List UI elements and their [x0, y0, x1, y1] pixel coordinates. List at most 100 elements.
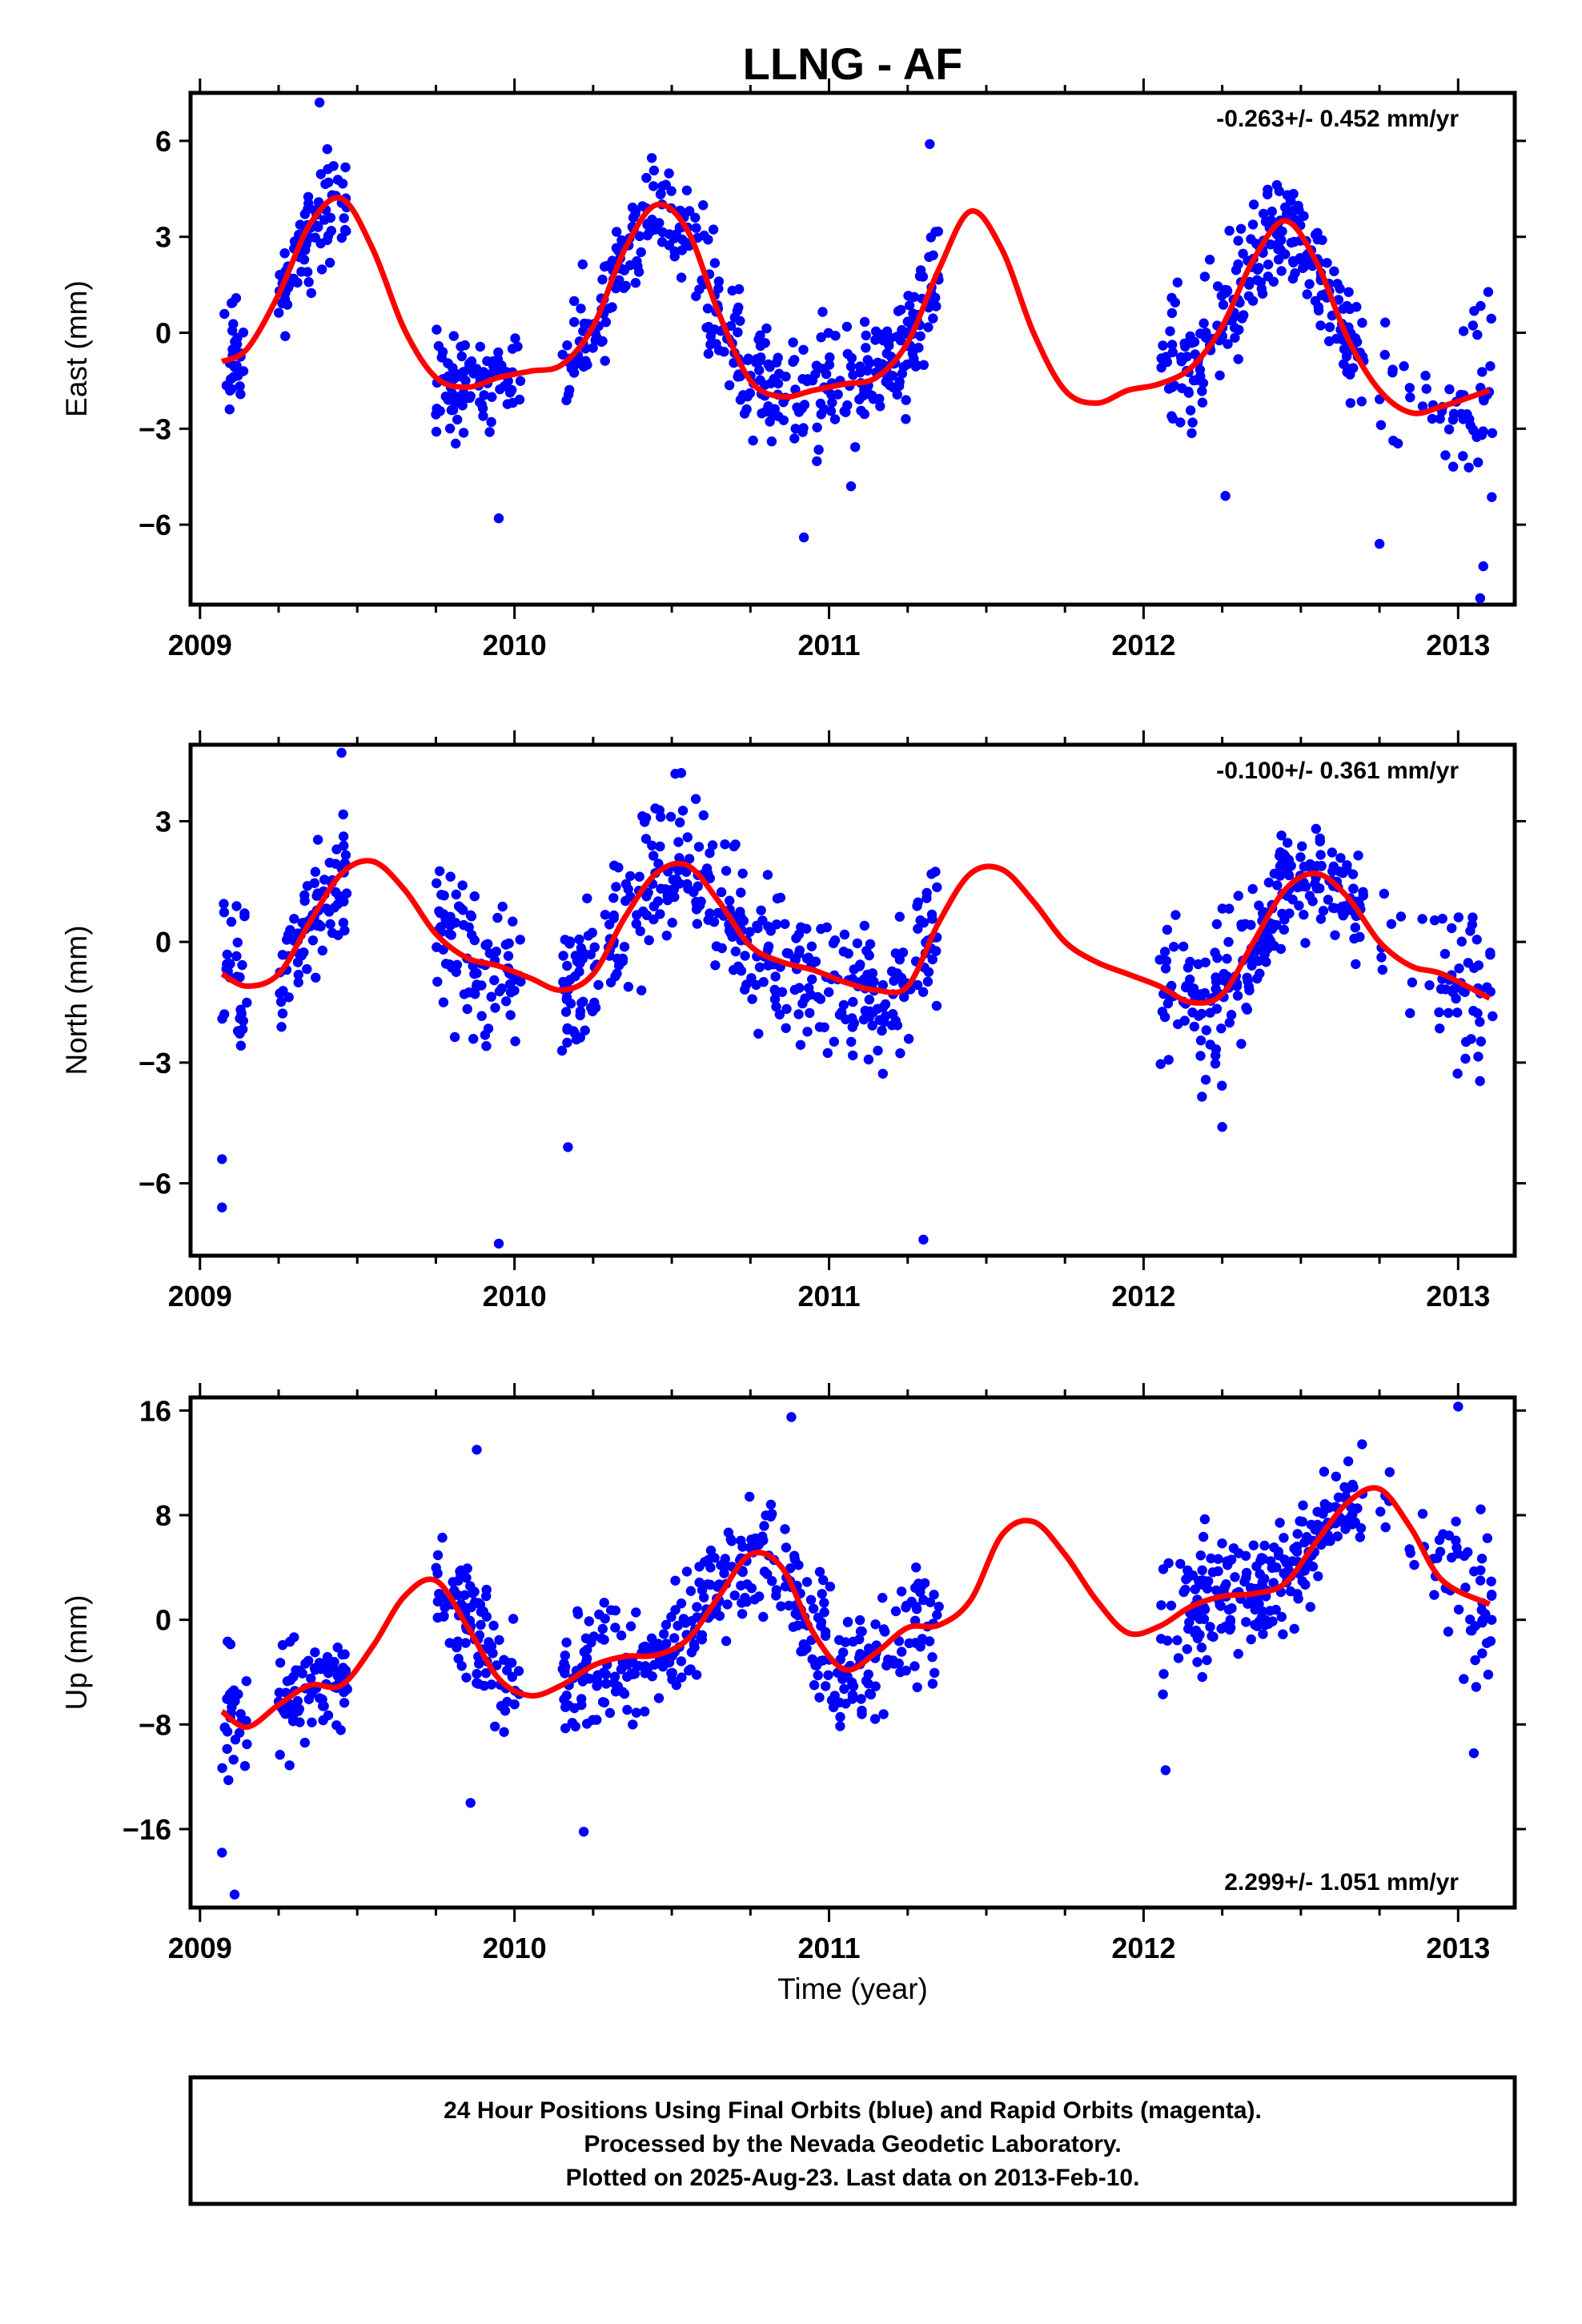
east-data-point — [1288, 257, 1299, 267]
up-data-point — [1268, 1578, 1279, 1588]
north-data-point — [889, 975, 899, 986]
east-data-point — [339, 213, 349, 223]
north-data-point — [277, 950, 288, 960]
east-data-point — [1190, 349, 1201, 360]
north-y-tick-label: 3 — [155, 805, 171, 838]
north-data-point — [1162, 998, 1174, 1009]
up-data-point — [1487, 1614, 1497, 1625]
north-data-point — [918, 918, 930, 928]
north-data-point — [1460, 1053, 1471, 1064]
east-data-point — [1421, 384, 1431, 394]
east-data-point — [691, 223, 701, 233]
up-data-point — [737, 1609, 748, 1619]
north-data-point — [464, 922, 474, 933]
up-data-point — [581, 1719, 592, 1729]
up-data-point — [462, 1563, 472, 1574]
up-data-point — [481, 1590, 492, 1602]
east-data-point — [698, 200, 709, 211]
north-data-point — [467, 930, 477, 940]
up-data-point — [472, 1678, 482, 1688]
north-data-point — [435, 908, 446, 919]
north-data-point — [1443, 1007, 1454, 1019]
up-data-point — [915, 1642, 926, 1652]
up-data-point — [1443, 1626, 1454, 1637]
north-data-point — [892, 1020, 903, 1031]
up-data-point — [781, 1542, 792, 1553]
east-data-point — [280, 331, 291, 341]
up-data-point — [854, 1614, 865, 1626]
east-data-point — [231, 293, 242, 304]
north-data-point — [1283, 854, 1295, 865]
east-data-point — [1186, 338, 1197, 348]
north-data-point — [1439, 948, 1451, 959]
north-data-point — [917, 987, 929, 997]
east-data-point — [1486, 313, 1496, 324]
north-data-point — [445, 871, 456, 882]
north-data-point — [1299, 910, 1309, 920]
north-data-point — [777, 987, 788, 998]
up-data-point — [561, 1691, 572, 1701]
north-data-point — [1233, 891, 1244, 901]
up-data-point — [848, 1681, 859, 1691]
east-data-point — [1187, 417, 1198, 428]
up-data-point — [1213, 1554, 1223, 1564]
up-data-point — [275, 1658, 286, 1668]
up-data-point — [927, 1652, 938, 1663]
north-data-point — [1162, 924, 1173, 935]
east-data-point — [705, 340, 716, 350]
up-data-point — [479, 1680, 489, 1691]
north-x-tick-label: 2009 — [168, 1280, 232, 1313]
north-data-point — [1351, 959, 1361, 970]
north-data-point — [1353, 850, 1363, 861]
east-data-point — [443, 395, 453, 405]
east-data-point — [870, 326, 881, 336]
up-data-point — [669, 1633, 680, 1643]
north-data-point — [1485, 947, 1496, 958]
north-data-point — [1386, 919, 1397, 930]
up-data-point — [465, 1798, 476, 1808]
north-data-point — [725, 895, 735, 906]
east-data-point — [933, 226, 944, 237]
east-data-point — [437, 347, 448, 357]
north-x-tick-label: 2013 — [1426, 1280, 1490, 1313]
north-data-point — [710, 960, 721, 971]
east-data-point — [699, 230, 709, 241]
north-data-point — [222, 949, 232, 960]
north-data-point — [675, 817, 685, 828]
east-data-point — [656, 237, 668, 247]
north-data-point — [1456, 936, 1468, 947]
east-data-point — [1197, 386, 1207, 396]
east-data-point — [443, 358, 453, 368]
east-data-point — [1255, 277, 1267, 287]
up-data-point — [1483, 1669, 1494, 1680]
north-data-point — [1379, 888, 1390, 899]
up-data-point — [507, 1658, 517, 1668]
north-data-point — [1348, 883, 1359, 894]
east-data-point — [701, 323, 712, 333]
east-data-point — [563, 389, 574, 400]
north-data-point — [219, 899, 229, 909]
east-data-point — [1315, 320, 1326, 331]
north-data-point — [1185, 956, 1195, 967]
up-data-point — [1319, 1466, 1330, 1477]
north-data-point — [1159, 947, 1170, 957]
north-data-point — [676, 768, 687, 778]
up-data-point — [823, 1670, 833, 1680]
east-rate-label: -0.263+/- 0.452 mm/yr — [1216, 106, 1459, 132]
up-data-point — [934, 1602, 944, 1612]
north-data-point — [819, 1022, 829, 1033]
up-data-point — [230, 1735, 241, 1745]
east-data-point — [1477, 367, 1488, 377]
up-data-point — [870, 1619, 881, 1630]
up-data-point — [1463, 1547, 1473, 1558]
east-data-point — [846, 352, 857, 364]
north-data-point — [912, 979, 923, 991]
up-x-tick-label: 2011 — [797, 1932, 860, 1964]
up-data-point — [1477, 1648, 1488, 1659]
north-data-point — [1161, 955, 1172, 967]
east-data-point — [624, 260, 636, 271]
up-data-point — [647, 1671, 657, 1682]
up-data-point — [576, 1699, 587, 1711]
north-data-point — [1377, 964, 1388, 975]
